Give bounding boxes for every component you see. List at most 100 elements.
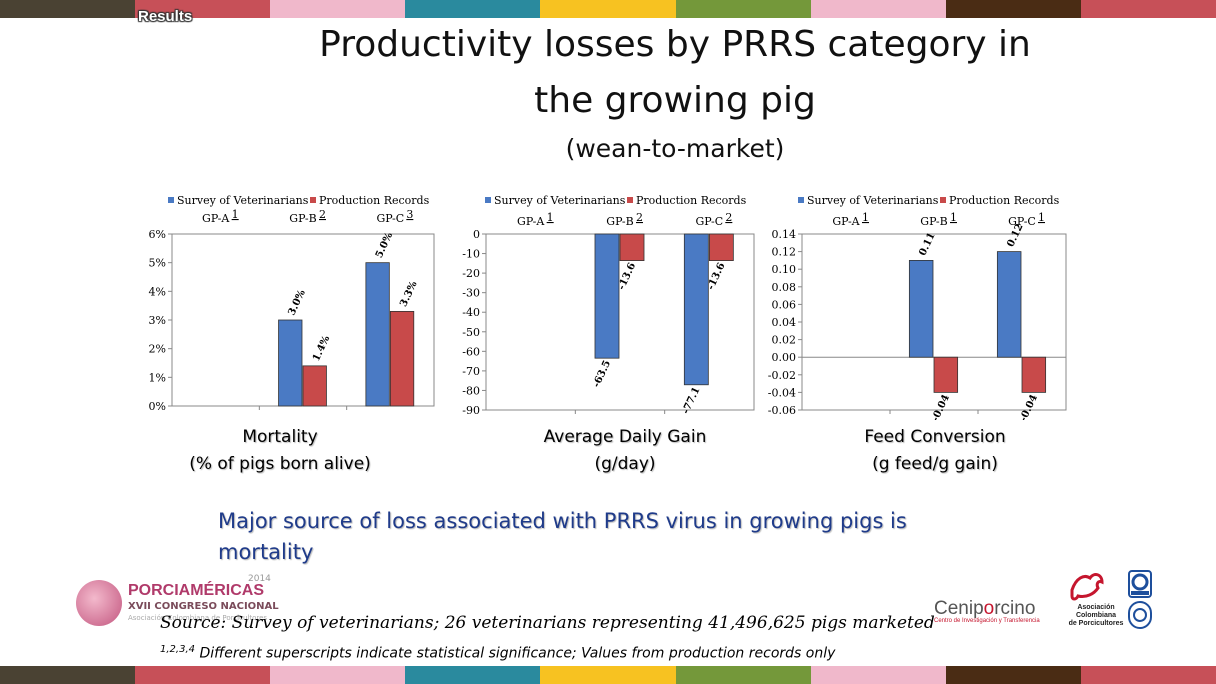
key-message-line1: Major source of loss associated with PRR… [218,509,907,533]
bar [996,251,1022,358]
y-tick-label: 0.14 [772,228,797,241]
feed-conversion-caption-title: Feed Conversion [864,427,1006,447]
y-tick-label: -70 [462,365,480,378]
adg-chart: Survey of Veterinarians Production Record… [462,194,755,417]
porciamericas-brand: PORCIAMÉRICAS [128,582,265,599]
strip-segment [945,0,1081,18]
adg-caption-title: Average Daily Gain [543,427,707,447]
strip-segment [945,666,1081,684]
porkcolombia-name: Asociación Colombiana de Porcicultores [1064,604,1128,628]
bar [908,260,934,358]
adg-caption-unit: (g/day) [594,454,656,474]
legend-swatch [798,197,804,203]
y-tick-label: 1% [149,371,166,384]
y-tick-label: 2% [149,343,166,356]
y-tick-label: -0.02 [768,369,796,382]
y-tick-label: 0.02 [772,334,797,347]
strip-segment [135,0,271,18]
legend-swatch [310,197,316,203]
mortality-caption-unit: (% of pigs born alive) [189,454,371,474]
legend-swatch [627,197,633,203]
porkcolombia-name-l2: Colombiana [1075,612,1117,619]
category-label: GP-A [517,215,545,228]
legend-swatch [485,197,491,203]
category-label: GP-A [202,212,230,225]
category-superscript: 1 [862,211,869,224]
bottom-color-strip [0,666,1216,684]
strip-segment [405,666,541,684]
y-tick-label: -50 [462,326,480,339]
strip-segment [540,0,676,18]
porciamericas-logo: PORCIAMÉRICAS 2014 XVII CONGRESO NACIONA… [72,574,282,630]
porkcolombia-name-l3: de Porcicultores [1068,620,1124,627]
category-label: GP-B [920,215,947,228]
mortality-chart: Survey of Veterinarians Production Record… [149,194,435,413]
category-label: GP-C [695,215,723,228]
key-message: Major source of loss associated with PRR… [218,506,1038,568]
y-tick-label: -0.04 [768,386,796,399]
footnote-superscripts: 1,2,3,4 [160,644,195,655]
bar [389,311,415,407]
bar [365,262,390,407]
category-superscript: 2 [725,211,732,224]
strip-segment [0,0,136,18]
category-superscript: 2 [319,208,326,221]
slide-title-line1: Productivity losses by PRRS category in [319,24,1031,65]
ceniporcino-brand-b: rcino [994,598,1036,619]
y-tick-label: 0.06 [772,298,797,311]
strip-segment [1080,666,1216,684]
y-tick-label: 0.00 [772,351,797,364]
category-label: GP-B [606,215,633,228]
mortality-caption-title: Mortality [242,427,318,447]
y-tick-label: -80 [462,384,480,397]
y-tick-label: 3% [149,314,166,327]
legend-label: Production Records [949,194,1060,207]
legend-swatch [940,197,946,203]
y-tick-label: -60 [462,345,480,358]
feed-conversion-caption-unit: (g feed/g gain) [872,454,998,474]
category-superscript: 2 [636,211,643,224]
ceniporcino-tagline: Centro de Investigación y Transferencia [934,618,1040,624]
porciamericas-congress: XVII CONGRESO NACIONAL [128,601,279,612]
y-tick-label: -90 [462,404,480,417]
ceniporcino-brand-a: Cenip [934,598,984,619]
category-superscript: 1 [950,211,957,224]
iso-badge-icon [1128,570,1152,629]
category-label: GP-C [1008,215,1036,228]
porciamericas-assoc: Asociación Colombiana de Porcicultores [128,614,268,622]
ceniporcino-brand-o: o [983,598,995,619]
porciamericas-year: 2014 [248,574,271,584]
strip-segment [675,666,811,684]
legend-label: Survey of Veterinarians [177,194,309,207]
legend-label: Survey of Veterinarians [494,194,626,207]
bar [619,233,645,261]
legend-label: Survey of Veterinarians [807,194,939,207]
porkcolombia-name-l1: Asociación [1077,604,1115,611]
bar [1021,356,1047,393]
feed-conversion-chart: Survey of Veterinarians Production Record… [768,194,1067,420]
category-label: GP-B [289,212,316,225]
key-message-line2: mortality [218,540,314,564]
legend-label: Production Records [319,194,430,207]
y-tick-label: 0.08 [772,281,797,294]
y-tick-label: 0% [149,400,166,413]
pig-mark-icon [1070,573,1104,601]
bar [683,233,709,386]
top-color-strip [0,0,1216,18]
legend-swatch [168,197,174,203]
category-superscript: 3 [406,208,413,221]
feed-conversion-caption: Feed Conversion (g feed/g gain) [805,424,1065,478]
y-tick-label: 6% [149,228,166,241]
adg-caption: Average Daily Gain (g/day) [495,424,755,478]
porciamericas-emblem-icon [76,580,122,626]
ceniporcino-logo: Ceniporcino Centro de Investigación y Tr… [934,598,1040,624]
category-label: GP-A [832,215,860,228]
mortality-caption: Mortality (% of pigs born alive) [150,424,410,478]
strip-segment [1080,0,1216,18]
slide-title-line2: the growing pig [534,80,816,121]
strip-segment [540,666,676,684]
y-tick-label: 0.04 [772,316,797,329]
bar [302,365,327,407]
y-tick-label: 5% [149,257,166,270]
legend-label: Production Records [636,194,747,207]
